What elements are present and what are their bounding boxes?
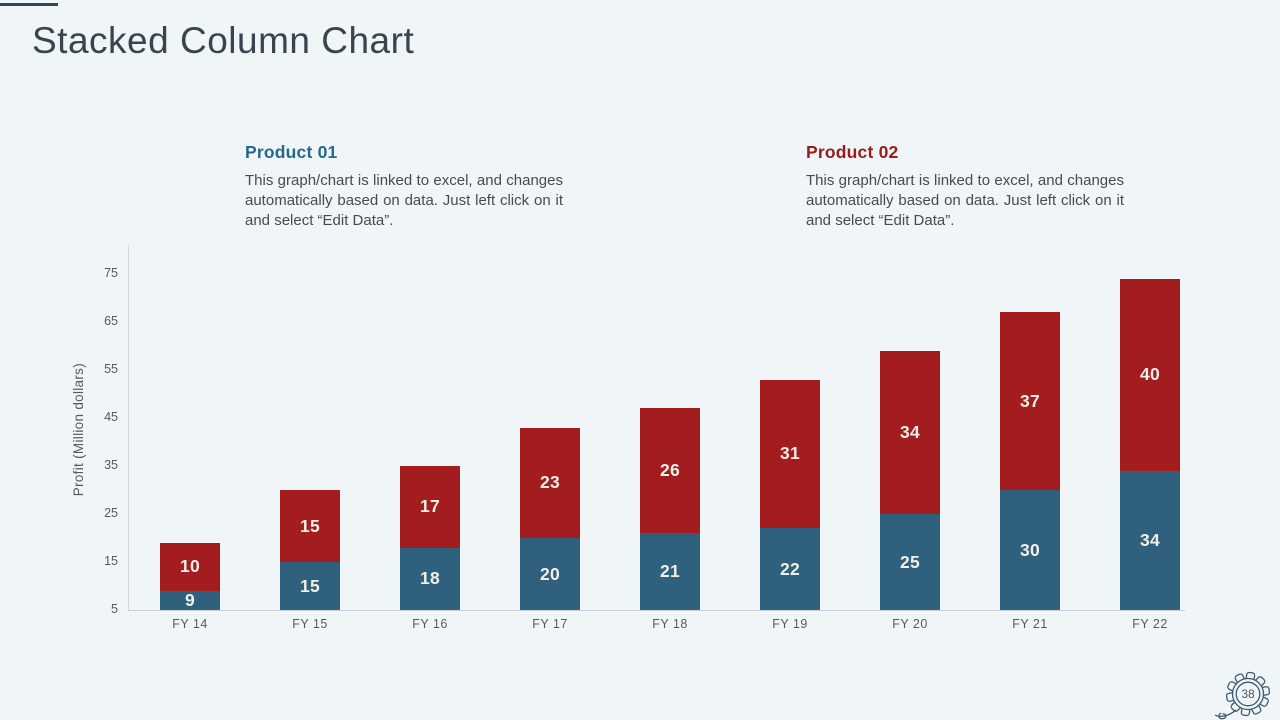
bar-segment-product-01: 21 (640, 533, 700, 610)
bar-segment-product-02: 34 (880, 350, 940, 514)
page-title: Stacked Column Chart (32, 20, 415, 61)
bar-value-label: 40 (1139, 364, 1161, 385)
product-01-callout: Product 01 This graph/chart is linked to… (245, 142, 563, 231)
bar-segment-product-02: 40 (1120, 278, 1180, 471)
bar-segment-product-01: 30 (1000, 490, 1060, 610)
bar-value-label: 21 (659, 561, 681, 582)
x-axis-label: FY 21 (1012, 617, 1048, 631)
y-tick-label: 35 (104, 458, 118, 472)
accent-line (0, 3, 58, 6)
bar-value-label: 25 (899, 551, 921, 572)
bar-segment-product-02: 26 (640, 408, 700, 534)
gear-icon: 38 (1214, 671, 1271, 720)
bar-value-label: 31 (779, 443, 801, 464)
bar-value-label: 18 (419, 568, 441, 589)
bar-value-label: 22 (779, 558, 801, 579)
bar-segment-product-02: 10 (160, 542, 220, 591)
bar-value-label: 30 (1019, 539, 1041, 560)
bar-value-label: 23 (539, 472, 561, 493)
x-axis-label: FY 15 (292, 617, 328, 631)
y-tick-label: 5 (111, 602, 118, 616)
y-tick-label: 25 (104, 506, 118, 520)
bar-segment-product-02: 17 (400, 466, 460, 548)
bar-segment-product-01: 25 (880, 514, 940, 610)
product-02-callout: Product 02 This graph/chart is linked to… (806, 142, 1124, 231)
bar-value-label: 15 (299, 575, 321, 596)
y-axis-line (128, 245, 129, 611)
page-number-badge: 38 (1212, 656, 1280, 720)
x-axis-label: FY 19 (772, 617, 808, 631)
y-tick-label: 45 (104, 410, 118, 424)
bar-segment-product-01: 34 (1120, 470, 1180, 610)
product-01-description: This graph/chart is linked to excel, and… (245, 172, 563, 229)
bar-value-label: 20 (539, 563, 561, 584)
y-tick-label: 75 (104, 266, 118, 280)
product-02-description: This graph/chart is linked to excel, and… (806, 172, 1124, 229)
bar-value-label: 9 (184, 589, 196, 610)
bar-value-label: 15 (299, 515, 321, 536)
x-axis-label: FY 17 (532, 617, 568, 631)
bar-value-label: 17 (419, 496, 441, 517)
bar-segment-product-01: 22 (760, 528, 820, 610)
product-01-heading: Product 01 (245, 142, 338, 162)
flourish-line (1214, 709, 1237, 717)
x-axis-line (128, 610, 1185, 611)
y-tick-label: 65 (104, 314, 118, 328)
bar-value-label: 34 (1139, 529, 1161, 550)
flourish-curl (1218, 712, 1227, 720)
bar-value-label: 37 (1019, 390, 1041, 411)
bar-segment-product-02: 15 (280, 490, 340, 562)
x-axis-label: FY 16 (412, 617, 448, 631)
x-axis-label: FY 20 (892, 617, 928, 631)
bar-segment-product-02: 23 (520, 427, 580, 538)
bar-segment-product-01: 9 (160, 589, 220, 610)
bar-segment-product-01: 18 (400, 547, 460, 610)
y-axis-title: Profit (Million dollars) (70, 363, 86, 497)
y-tick-label: 55 (104, 362, 118, 376)
bar-segment-product-01: 15 (280, 562, 340, 610)
bar-segment-product-01: 20 (520, 538, 580, 610)
bar-segment-product-02: 31 (760, 379, 820, 529)
y-tick-label: 15 (104, 554, 118, 568)
bar-value-label: 26 (659, 460, 681, 481)
x-axis-label: FY 22 (1132, 617, 1168, 631)
product-02-heading: Product 02 (806, 142, 899, 162)
x-axis-label: FY 18 (652, 617, 688, 631)
bar-value-label: 34 (899, 421, 921, 442)
page-number: 38 (1241, 687, 1255, 701)
bar-segment-product-02: 37 (1000, 312, 1060, 490)
bar-value-label: 10 (179, 556, 201, 577)
x-axis-label: FY 14 (172, 617, 208, 631)
